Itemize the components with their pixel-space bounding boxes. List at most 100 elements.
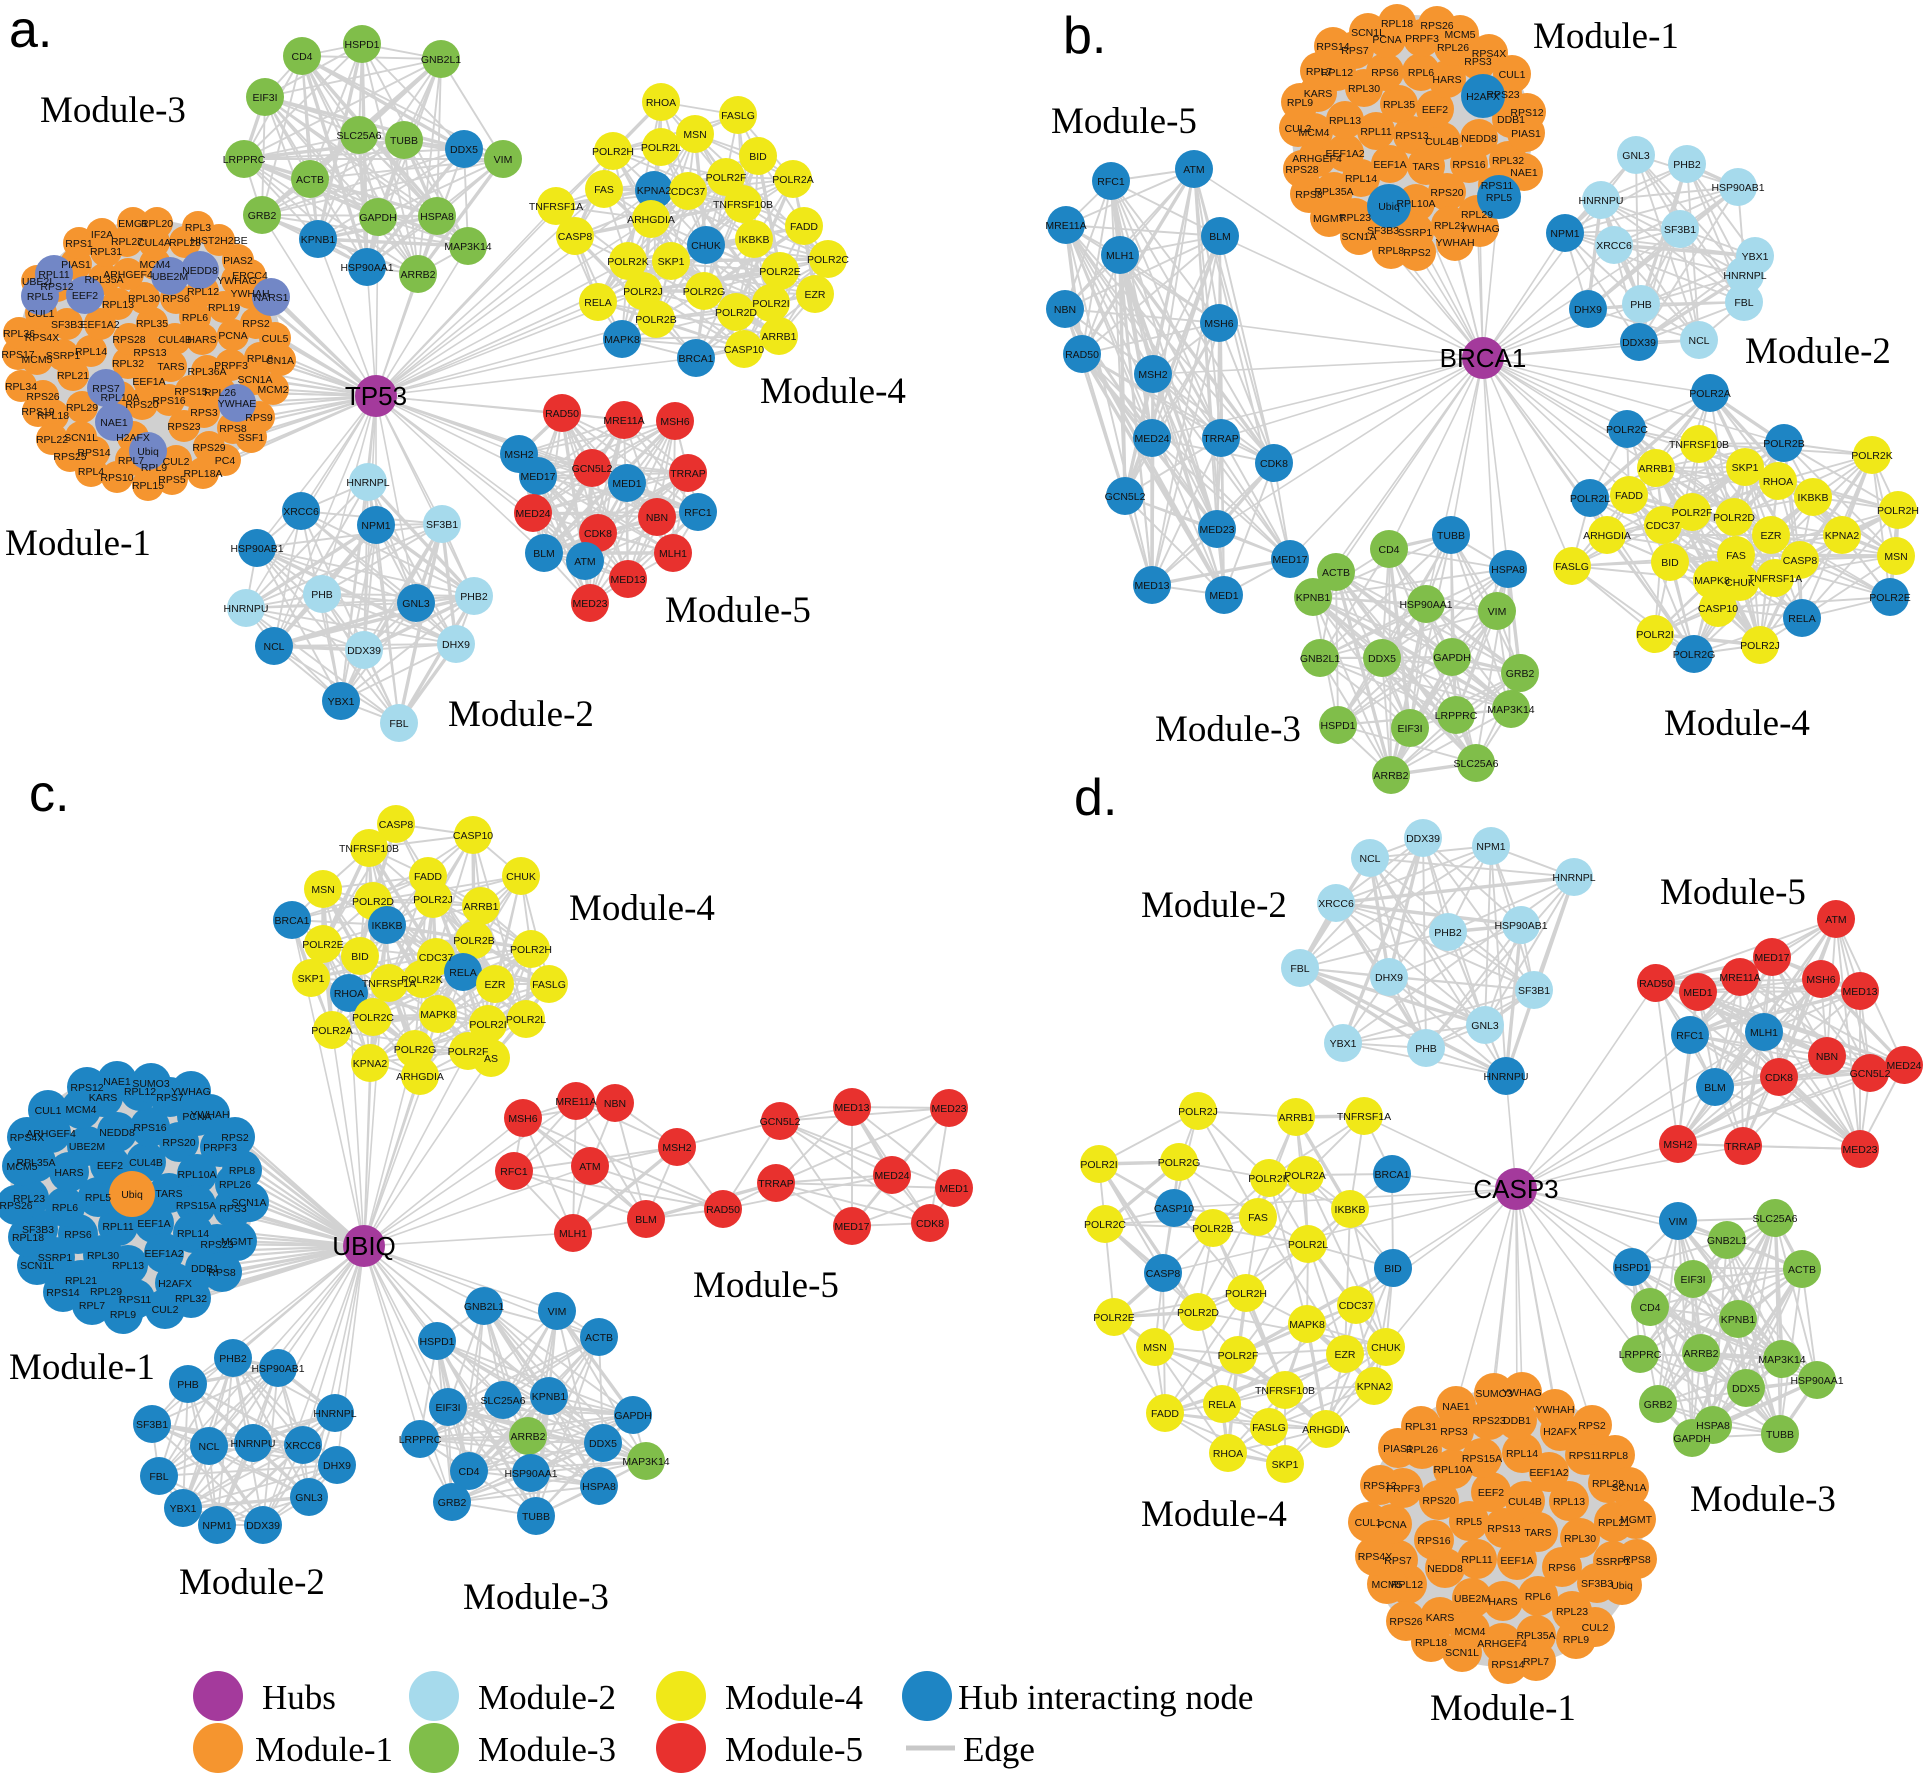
svg-text:MSH6: MSH6 — [660, 416, 689, 428]
svg-text:BID: BID — [1661, 557, 1679, 569]
svg-text:PHB2: PHB2 — [1434, 927, 1462, 939]
svg-text:CD4: CD4 — [1378, 544, 1399, 556]
svg-text:CUL5: CUL5 — [262, 333, 289, 345]
svg-text:CD4: CD4 — [1639, 1302, 1660, 1314]
svg-text:RPL26: RPL26 — [1437, 42, 1469, 54]
svg-text:GRB2: GRB2 — [438, 1497, 467, 1509]
svg-text:PIAS1: PIAS1 — [1383, 1443, 1413, 1455]
svg-text:CUL4B: CUL4B — [1425, 136, 1459, 148]
svg-text:NEDD8: NEDD8 — [99, 1127, 135, 1139]
svg-text:RFC1: RFC1 — [684, 507, 712, 519]
svg-text:RPS13: RPS13 — [1395, 130, 1428, 142]
svg-text:RPL23: RPL23 — [13, 1193, 45, 1205]
svg-text:PIAS1: PIAS1 — [1511, 128, 1541, 140]
svg-text:ARRB2: ARRB2 — [1683, 1348, 1718, 1360]
svg-text:NBN: NBN — [646, 512, 668, 524]
svg-text:RAD50: RAD50 — [1065, 349, 1099, 361]
svg-text:BRCA1: BRCA1 — [274, 915, 309, 927]
svg-text:SSF1: SSF1 — [238, 432, 264, 444]
svg-text:RPL6: RPL6 — [52, 1202, 78, 1214]
svg-text:SF3B1: SF3B1 — [1664, 224, 1696, 236]
svg-text:POLR2H: POLR2H — [510, 944, 552, 956]
svg-text:RPS5: RPS5 — [158, 474, 186, 486]
svg-text:Module-5: Module-5 — [693, 1265, 839, 1306]
svg-text:POLR2B: POLR2B — [635, 314, 676, 326]
svg-text:RPL21: RPL21 — [65, 1275, 97, 1287]
svg-text:RPS11: RPS11 — [1481, 180, 1514, 192]
svg-text:RPL13: RPL13 — [112, 1260, 144, 1272]
svg-text:CUL4B: CUL4B — [1508, 1496, 1542, 1508]
svg-text:MAPK8: MAPK8 — [420, 1009, 456, 1021]
svg-text:HSP90AB1: HSP90AB1 — [251, 1363, 304, 1375]
svg-text:RPL32: RPL32 — [175, 1293, 207, 1305]
svg-text:RHOA: RHOA — [1763, 476, 1793, 488]
svg-text:Module-3: Module-3 — [478, 1730, 616, 1769]
svg-text:Hub interacting node: Hub interacting node — [958, 1678, 1253, 1717]
svg-text:POLR2H: POLR2H — [1877, 505, 1919, 517]
svg-text:DHX9: DHX9 — [1375, 972, 1403, 984]
svg-text:POLR2G: POLR2G — [1673, 649, 1716, 661]
svg-text:LRPPRC: LRPPRC — [223, 154, 266, 166]
svg-text:POLR2I: POLR2I — [1080, 1159, 1117, 1171]
svg-text:POLR2D: POLR2D — [1177, 1307, 1219, 1319]
svg-text:BRCA1: BRCA1 — [1374, 1169, 1409, 1181]
svg-text:EEF2: EEF2 — [72, 290, 98, 302]
svg-text:YWHAH: YWHAH — [1435, 237, 1474, 249]
svg-text:RPS2: RPS2 — [1578, 1420, 1606, 1432]
svg-text:RPL7: RPL7 — [79, 1300, 105, 1312]
svg-text:DHX9: DHX9 — [442, 639, 470, 651]
svg-text:RPS19: RPS19 — [21, 406, 54, 418]
svg-text:MED17: MED17 — [1272, 554, 1307, 566]
svg-text:NCL: NCL — [1688, 335, 1709, 347]
svg-text:Module-4: Module-4 — [569, 888, 715, 929]
svg-text:RFC1: RFC1 — [1676, 1030, 1704, 1042]
svg-text:RPL23: RPL23 — [1339, 212, 1371, 224]
svg-text:RPL23: RPL23 — [1556, 1606, 1588, 1618]
svg-text:ARHGDIA: ARHGDIA — [1302, 1424, 1350, 1436]
svg-text:CASP10: CASP10 — [1154, 1203, 1194, 1215]
svg-text:EEF1A: EEF1A — [1500, 1555, 1533, 1567]
svg-text:HNRNPU: HNRNPU — [231, 1438, 276, 1450]
svg-text:Module-5: Module-5 — [1660, 872, 1806, 913]
svg-text:EZR: EZR — [485, 979, 506, 991]
svg-text:POLR2G: POLR2G — [394, 1044, 437, 1056]
svg-text:CUL4B: CUL4B — [158, 334, 192, 346]
svg-text:SSRP1: SSRP1 — [1398, 227, 1433, 239]
svg-text:KPNB1: KPNB1 — [1296, 592, 1331, 604]
svg-text:RPL14: RPL14 — [1506, 1448, 1538, 1460]
svg-text:RPS26: RPS26 — [1389, 1616, 1422, 1628]
svg-text:RPL31: RPL31 — [90, 246, 122, 258]
svg-text:CDK8: CDK8 — [1260, 458, 1288, 470]
svg-text:IKBKB: IKBKB — [739, 234, 770, 246]
svg-text:PRPF3: PRPF3 — [203, 1142, 237, 1154]
svg-text:Module-2: Module-2 — [1141, 885, 1287, 926]
svg-text:VIM: VIM — [548, 1306, 567, 1318]
svg-text:RPS8: RPS8 — [219, 423, 247, 435]
svg-text:ARRB2: ARRB2 — [400, 269, 435, 281]
svg-text:PCNA: PCNA — [1377, 1519, 1406, 1531]
svg-text:TRRAP: TRRAP — [758, 1178, 794, 1190]
svg-text:SLC25A6: SLC25A6 — [1454, 758, 1499, 770]
svg-text:TUBB: TUBB — [522, 1511, 550, 1523]
svg-text:EEF1A2: EEF1A2 — [1325, 148, 1364, 160]
svg-text:KPNB1: KPNB1 — [1721, 1314, 1756, 1326]
svg-text:RPS23: RPS23 — [200, 1239, 233, 1251]
svg-text:CHUK: CHUK — [506, 871, 536, 883]
svg-text:RPL35A: RPL35A — [1516, 1630, 1555, 1642]
svg-text:H2AFX: H2AFX — [116, 432, 150, 444]
svg-text:RPS12: RPS12 — [40, 281, 73, 293]
svg-text:MCM5: MCM5 — [1445, 29, 1476, 41]
svg-text:Ubiq: Ubiq — [121, 1189, 143, 1201]
svg-text:RPL10A: RPL10A — [177, 1169, 216, 1181]
svg-text:CUL4B: CUL4B — [129, 1157, 163, 1169]
svg-text:RPS7: RPS7 — [92, 383, 120, 395]
svg-text:MED23: MED23 — [1842, 1144, 1877, 1156]
svg-text:RPS6: RPS6 — [1548, 1562, 1576, 1574]
svg-text:RPL30: RPL30 — [128, 293, 160, 305]
svg-text:RPS14: RPS14 — [77, 447, 110, 459]
svg-text:HSPA8: HSPA8 — [582, 1481, 616, 1493]
svg-text:MAP3K14: MAP3K14 — [444, 241, 491, 253]
svg-text:RPL30: RPL30 — [1348, 83, 1380, 95]
svg-text:DDX5: DDX5 — [589, 1438, 617, 1450]
svg-text:RPL13: RPL13 — [1329, 115, 1361, 127]
